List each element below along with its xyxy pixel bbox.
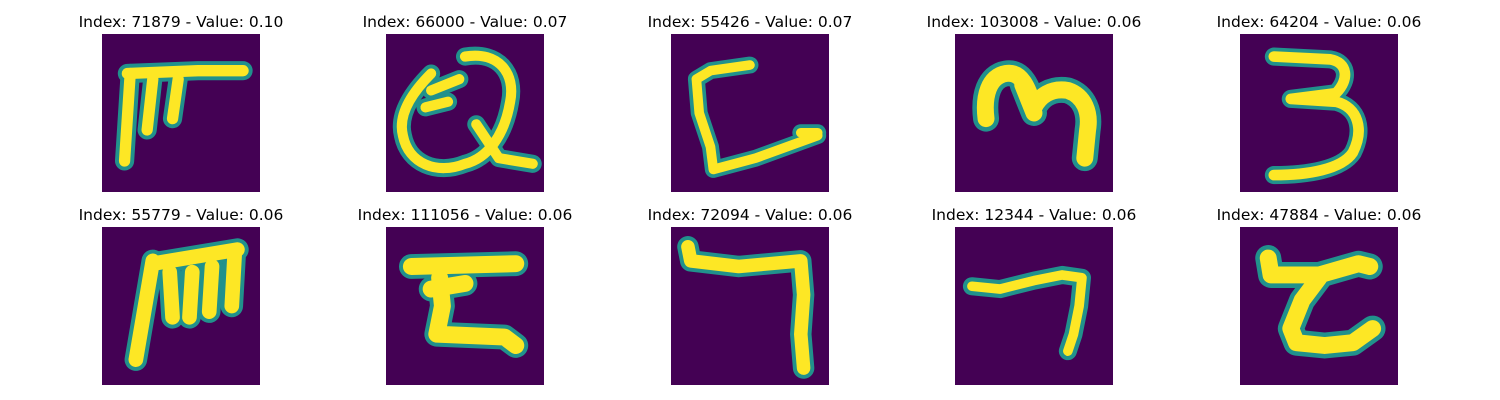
handwritten-character-image: [671, 227, 829, 385]
panel-9: Index: 12344 - Value: 0.06: [909, 205, 1159, 395]
panel-title: Index: 55426 - Value: 0.07: [647, 13, 853, 31]
panel-7: Index: 111056 - Value: 0.06: [340, 205, 590, 395]
handwritten-character-image: [955, 227, 1113, 385]
panel-title: Index: 64204 - Value: 0.06: [1216, 13, 1422, 31]
handwritten-character-image: [386, 34, 544, 192]
handwritten-character-image: [1240, 227, 1398, 385]
panel-title: Index: 55779 - Value: 0.06: [78, 206, 284, 224]
handwritten-character-image: [102, 227, 260, 385]
panel-title: Index: 66000 - Value: 0.07: [362, 13, 568, 31]
panel-8: Index: 72094 - Value: 0.06: [625, 205, 875, 395]
panel-3: Index: 55426 - Value: 0.07: [625, 12, 875, 202]
handwritten-character-image: [955, 34, 1113, 192]
panel-6: Index: 55779 - Value: 0.06: [56, 205, 306, 395]
panel-title: Index: 111056 - Value: 0.06: [357, 206, 573, 224]
handwritten-character-image: [386, 227, 544, 385]
handwritten-character-image: [102, 34, 260, 192]
panel-10: Index: 47884 - Value: 0.06: [1194, 205, 1444, 395]
panel-title: Index: 103008 - Value: 0.06: [926, 13, 1142, 31]
handwritten-character-image: [671, 34, 829, 192]
panel-2: Index: 66000 - Value: 0.07: [340, 12, 590, 202]
panel-5: Index: 64204 - Value: 0.06: [1194, 12, 1444, 202]
panel-title: Index: 72094 - Value: 0.06: [647, 206, 853, 224]
panel-title: Index: 12344 - Value: 0.06: [931, 206, 1137, 224]
panel-title: Index: 71879 - Value: 0.10: [78, 13, 284, 31]
panel-title: Index: 47884 - Value: 0.06: [1216, 206, 1422, 224]
panel-4: Index: 103008 - Value: 0.06: [909, 12, 1159, 202]
handwritten-character-image: [1240, 34, 1398, 192]
panel-1: Index: 71879 - Value: 0.10: [56, 12, 306, 202]
